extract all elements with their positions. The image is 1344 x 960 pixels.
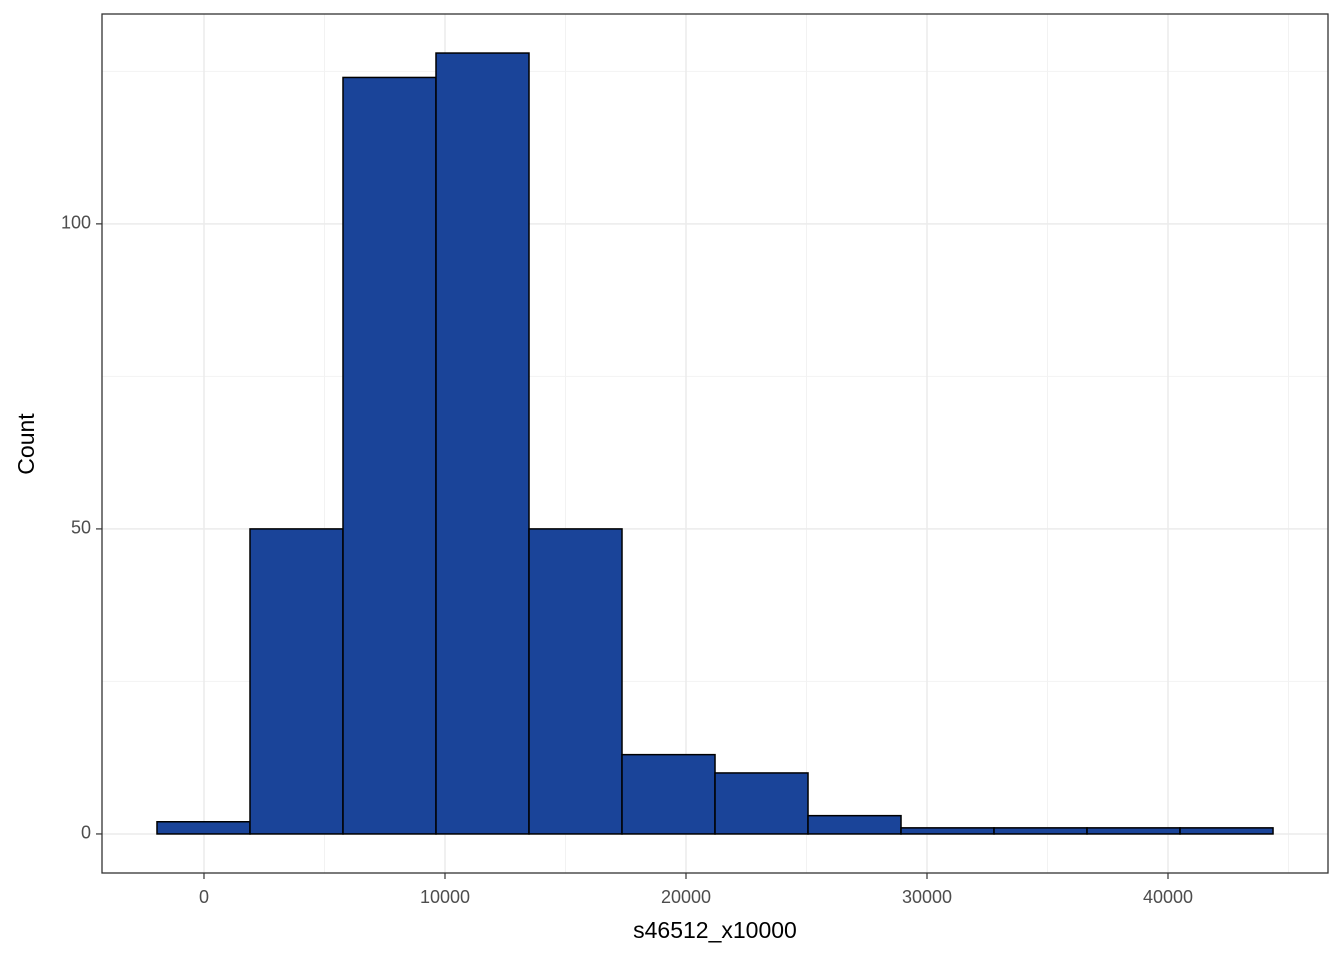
x-tick-label: 20000 bbox=[661, 887, 711, 907]
bar bbox=[1179, 827, 1274, 835]
x-axis-title: s46512_x10000 bbox=[633, 917, 797, 943]
bar bbox=[156, 821, 251, 835]
x-tick-label: 30000 bbox=[902, 887, 952, 907]
bar bbox=[1086, 827, 1181, 835]
bar bbox=[714, 772, 809, 835]
bar bbox=[528, 528, 623, 835]
panel-border bbox=[101, 13, 1329, 874]
y-tick-label: 100 bbox=[61, 213, 91, 233]
x-tick-label: 40000 bbox=[1143, 887, 1193, 907]
y-axis-title: Count bbox=[13, 413, 39, 475]
y-tick-label: 50 bbox=[71, 518, 91, 538]
bar bbox=[249, 528, 344, 835]
bar bbox=[900, 827, 995, 835]
y-tick-label: 0 bbox=[81, 823, 91, 843]
bar bbox=[342, 76, 437, 835]
bar bbox=[435, 52, 530, 835]
x-tick-label: 10000 bbox=[420, 887, 470, 907]
bar bbox=[993, 827, 1088, 835]
bar bbox=[621, 753, 716, 835]
x-tick-label: 0 bbox=[199, 887, 209, 907]
bar bbox=[807, 814, 902, 835]
